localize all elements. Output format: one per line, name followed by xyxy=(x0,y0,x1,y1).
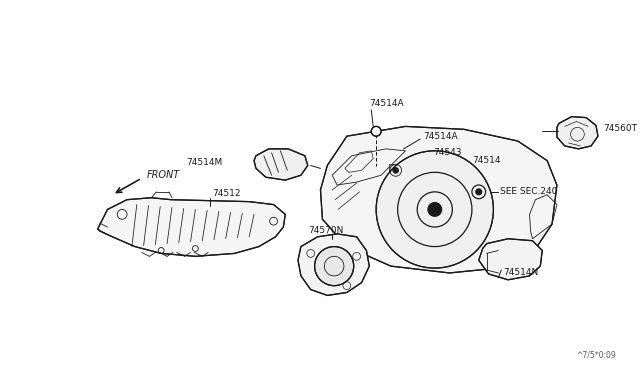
Polygon shape xyxy=(479,239,542,280)
Text: 74514M: 74514M xyxy=(186,158,223,167)
Text: FRONT: FRONT xyxy=(147,170,180,180)
Polygon shape xyxy=(557,117,598,149)
Text: 74514A: 74514A xyxy=(369,99,404,108)
Polygon shape xyxy=(321,126,557,273)
Text: 74512: 74512 xyxy=(212,189,241,198)
Text: 74543: 74543 xyxy=(433,148,461,157)
Text: 74560T: 74560T xyxy=(603,124,637,133)
Circle shape xyxy=(315,247,354,286)
Text: 74514: 74514 xyxy=(472,156,500,165)
Text: 74514A: 74514A xyxy=(423,132,458,141)
Text: ^7/5*0:09: ^7/5*0:09 xyxy=(576,351,616,360)
Polygon shape xyxy=(298,234,369,295)
Text: 74514N: 74514N xyxy=(503,269,538,278)
Text: 74570N: 74570N xyxy=(308,227,343,235)
Circle shape xyxy=(371,126,381,136)
Circle shape xyxy=(393,167,399,173)
Circle shape xyxy=(376,151,493,268)
Text: SEE SEC.240: SEE SEC.240 xyxy=(500,187,557,196)
Circle shape xyxy=(476,189,482,195)
Polygon shape xyxy=(98,198,285,256)
Circle shape xyxy=(428,203,442,216)
Polygon shape xyxy=(254,149,308,180)
